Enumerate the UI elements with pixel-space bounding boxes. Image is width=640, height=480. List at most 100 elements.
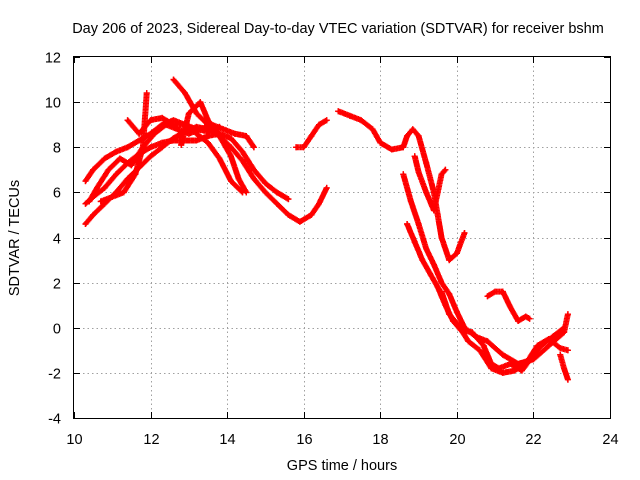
plot-frame <box>73 56 611 419</box>
data-point <box>453 320 460 327</box>
data-point <box>147 153 154 160</box>
data-point <box>423 160 430 166</box>
data-point <box>132 171 139 178</box>
data-point <box>388 146 395 153</box>
data-point <box>404 221 411 227</box>
series-track-8 <box>178 99 250 196</box>
ticks <box>74 57 611 419</box>
data-point <box>273 200 280 207</box>
x-tick-label: 24 <box>602 432 618 448</box>
data-point <box>308 133 315 139</box>
data-point <box>480 342 487 349</box>
data-point <box>534 342 541 349</box>
data-point <box>377 139 384 146</box>
data-point <box>216 155 223 162</box>
data-point <box>438 234 445 241</box>
data-point <box>484 293 491 300</box>
data-point <box>250 166 257 173</box>
data-point <box>296 218 303 225</box>
data-point <box>561 365 568 372</box>
data-point <box>273 189 280 196</box>
data-point <box>250 144 257 151</box>
data-point <box>430 207 437 214</box>
x-tick-label: 12 <box>143 432 159 448</box>
data-point <box>564 311 571 318</box>
x-axis-label: GPS time / hours <box>287 458 397 474</box>
data-point <box>139 144 146 151</box>
data-point <box>323 117 330 124</box>
data-point <box>262 189 269 196</box>
data-point <box>205 139 211 146</box>
data-point <box>243 189 250 196</box>
data-point <box>231 130 238 137</box>
data-point <box>228 178 234 185</box>
data-point <box>82 178 89 185</box>
data-point <box>411 239 418 245</box>
data-point <box>561 324 568 331</box>
data-point <box>178 142 185 148</box>
data-point <box>400 171 407 178</box>
data-point <box>346 112 353 119</box>
data-point <box>453 309 460 315</box>
data-point <box>308 211 315 218</box>
series-track-9 <box>293 117 330 151</box>
data-point <box>323 184 330 191</box>
data-point <box>228 135 234 142</box>
data-point <box>105 166 112 173</box>
data-point <box>434 284 441 291</box>
data-point <box>442 166 449 173</box>
y-tick-label: 10 <box>45 96 61 112</box>
series-track-15 <box>484 288 533 324</box>
data-point <box>170 121 177 128</box>
x-tick-label: 14 <box>219 432 235 448</box>
data-point <box>438 171 445 178</box>
data-point <box>423 245 430 252</box>
data-point <box>415 169 422 176</box>
y-tick-label: 0 <box>53 322 61 338</box>
data-point <box>415 221 422 227</box>
data-point <box>507 304 514 311</box>
data-point <box>205 117 211 124</box>
data-point <box>151 130 158 137</box>
data-point <box>124 117 131 124</box>
data-point <box>409 126 416 133</box>
data-point <box>193 137 200 144</box>
data-point <box>446 257 453 264</box>
data-point <box>411 153 418 160</box>
data-point <box>128 162 135 169</box>
chart-title: Day 206 of 2023, Sidereal Day-to-day VTE… <box>72 21 604 37</box>
data-point <box>101 155 108 162</box>
data-point <box>90 166 97 173</box>
data-point <box>113 171 120 178</box>
data-point <box>262 180 269 187</box>
x-tick-label: 22 <box>525 432 541 448</box>
data-point <box>182 90 188 97</box>
data-point <box>522 360 529 367</box>
data-point <box>407 198 414 205</box>
data-point <box>239 157 246 164</box>
data-point <box>557 351 564 358</box>
data-point <box>193 110 200 117</box>
data-point <box>285 196 292 203</box>
y-axis-label: SDTVAR / TECUs <box>7 180 23 296</box>
data-point <box>316 200 322 207</box>
series-group <box>82 76 571 383</box>
data-point <box>358 117 365 124</box>
data-point <box>499 288 506 295</box>
y-tick-label: -4 <box>48 412 61 428</box>
data-point <box>522 313 529 320</box>
y-tick-label: 6 <box>53 186 61 202</box>
data-point <box>82 221 89 227</box>
x-tick-label: 18 <box>372 432 388 448</box>
data-point <box>101 184 108 191</box>
data-point <box>185 110 192 117</box>
x-tick-label: 10 <box>66 432 82 448</box>
data-point <box>515 318 522 324</box>
data-point <box>113 148 120 155</box>
data-point <box>94 184 100 191</box>
data-point <box>124 144 131 151</box>
data-point <box>488 365 495 372</box>
data-point <box>476 347 483 354</box>
data-point <box>415 133 422 139</box>
